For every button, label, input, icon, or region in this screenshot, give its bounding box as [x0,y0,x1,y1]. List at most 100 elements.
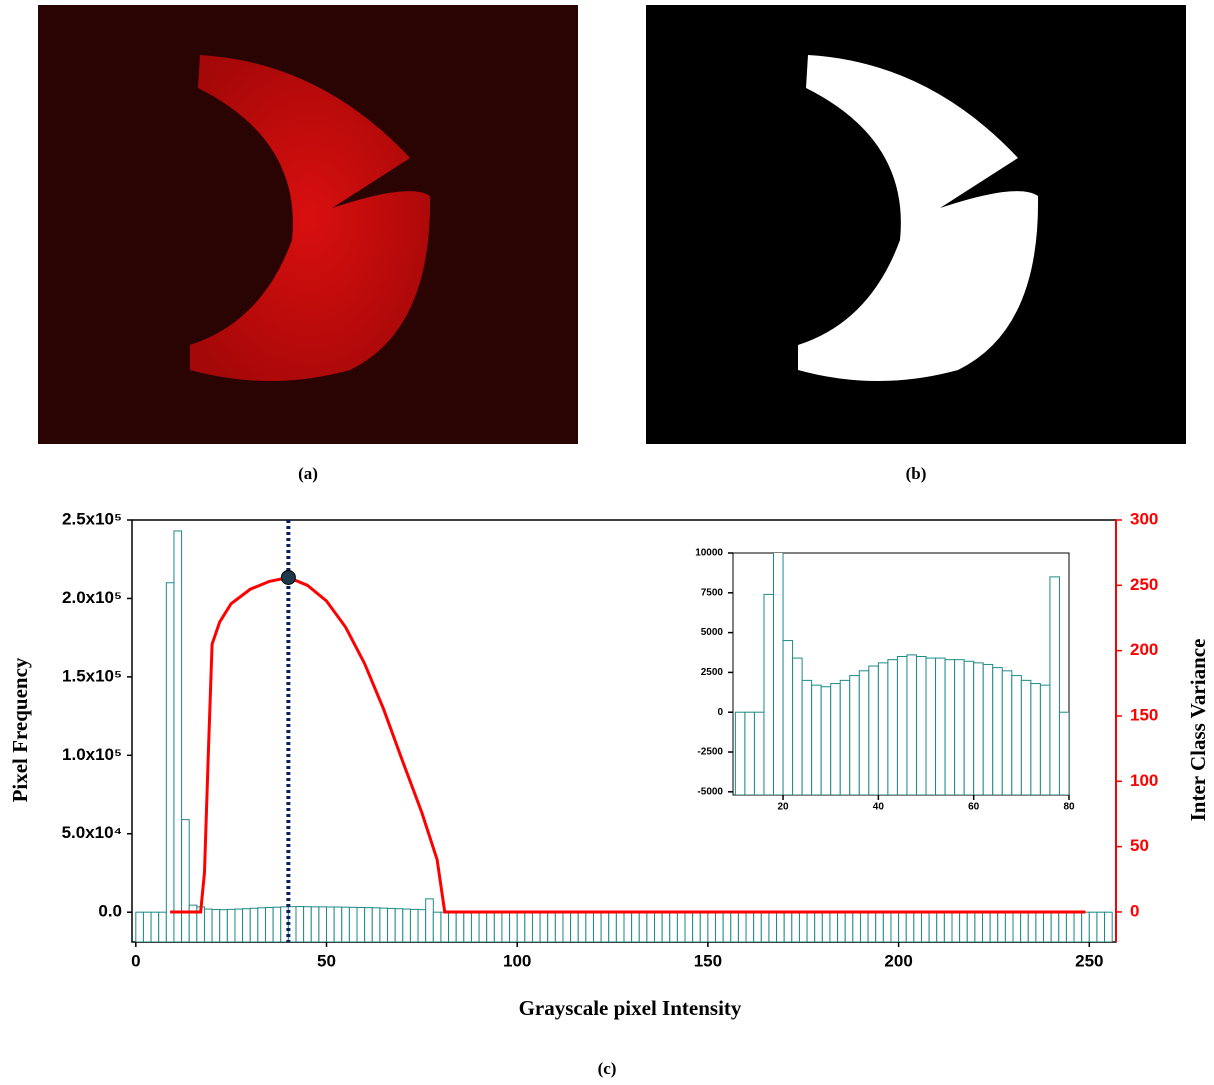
histogram-bar [801,679,813,795]
histogram-bar [592,911,602,942]
histogram-bar [554,911,564,942]
histogram-bar [470,911,480,942]
histogram-bar [699,911,709,942]
histogram-bar [585,911,594,942]
histogram-bar [692,911,701,942]
histogram-bar [974,911,984,942]
histogram-bar [887,659,898,795]
histogram-bar [676,911,686,942]
histogram-bar [242,908,251,942]
x-tick-label: 80 [1063,802,1075,813]
histogram-bar [425,898,434,942]
histogram-bar [1058,711,1069,795]
histogram-bar [165,582,175,942]
histogram-bar [318,906,328,942]
y2-tick-label: 50 [1130,836,1149,855]
histogram-bar [806,911,816,942]
histogram-bar [1020,679,1032,795]
histogram-bar [1001,670,1013,795]
histogram-bar [631,911,640,942]
histogram-bar [734,711,746,795]
histogram-bar [1043,911,1052,942]
histogram-bar [562,911,572,942]
histogram-bar [501,911,511,942]
y-tick-label: 2.5x10⁵ [62,509,122,528]
histogram-bar [493,911,503,942]
histogram-bar [371,907,381,942]
histogram-bar [753,911,762,942]
histogram-bar [272,906,282,942]
histogram-bar [935,657,946,795]
y-tick-label: 2.0x10⁵ [62,588,122,607]
y2-tick-label: 0 [1130,901,1139,920]
histogram-bar [234,908,244,942]
histogram-bar [715,911,724,942]
threshold-marker [280,569,296,585]
y2-tick-label: 200 [1130,640,1158,659]
histogram-bar [997,911,1006,942]
histogram-bar [387,907,396,942]
y-tick-label: 5000 [701,627,724,638]
histogram-bar [1035,911,1045,942]
y-tick-label: -2500 [697,747,723,758]
histogram-bar [341,906,350,942]
histogram-bar [745,911,755,942]
histogram-bar [811,684,822,795]
histogram-bar [486,911,495,942]
histogram-bar [326,906,335,942]
histogram-bar [203,908,213,942]
histogram-bar [654,911,663,942]
histogram-bar [509,911,518,942]
histogram-bar [1096,911,1106,942]
histogram-bar [577,911,587,942]
y2-tick-label: 100 [1130,771,1158,790]
histogram-bar [1049,576,1060,795]
panel-a-image [38,5,578,444]
histogram-bar [1050,911,1060,942]
histogram-bar [379,907,389,942]
histogram-bar [989,911,999,942]
histogram-bar [356,906,366,942]
histogram-bar [798,911,808,942]
x-tick-label: 150 [694,951,722,970]
histogram-bar [333,906,343,942]
histogram-bar [707,911,717,942]
histogram-bar [608,911,617,942]
histogram-bar [776,911,785,942]
histogram-bar [782,640,794,795]
histogram-bar [478,911,488,942]
histogram-bar [394,908,404,942]
histogram-bar [264,906,274,942]
histogram-bar [348,906,358,942]
histogram-bar [257,907,266,942]
y2-axis-title: Inter Class Variance [1186,639,1210,822]
histogram-bar [661,911,671,942]
histogram-bar [516,911,526,942]
histogram-bar [1058,911,1067,942]
histogram-bar [839,679,851,795]
histogram-bar [830,683,841,795]
y2-tick-label: 300 [1130,509,1158,528]
y-tick-label: 0.0 [98,902,122,921]
histogram-bar [882,911,892,942]
histogram-bar [150,911,160,942]
histogram-bar [730,911,739,942]
histogram-bar [531,911,541,942]
histogram-bar [982,911,991,942]
y-tick-label: 5.0x10⁴ [62,823,122,842]
histogram-bar [959,911,968,942]
histogram-bar [768,911,778,942]
panel-caption: (c) [598,1059,617,1078]
histogram-bar [303,906,312,942]
histogram-bar [295,906,305,942]
histogram-bar [1011,675,1022,795]
histogram-bar [896,655,908,795]
histogram-bar [913,911,922,942]
histogram-bar [524,911,533,942]
histogram-bar [966,911,976,942]
histogram-bar [982,663,994,795]
histogram-bar [1020,911,1029,942]
histogram-bar [837,911,846,942]
histogram-bar [992,667,1003,795]
